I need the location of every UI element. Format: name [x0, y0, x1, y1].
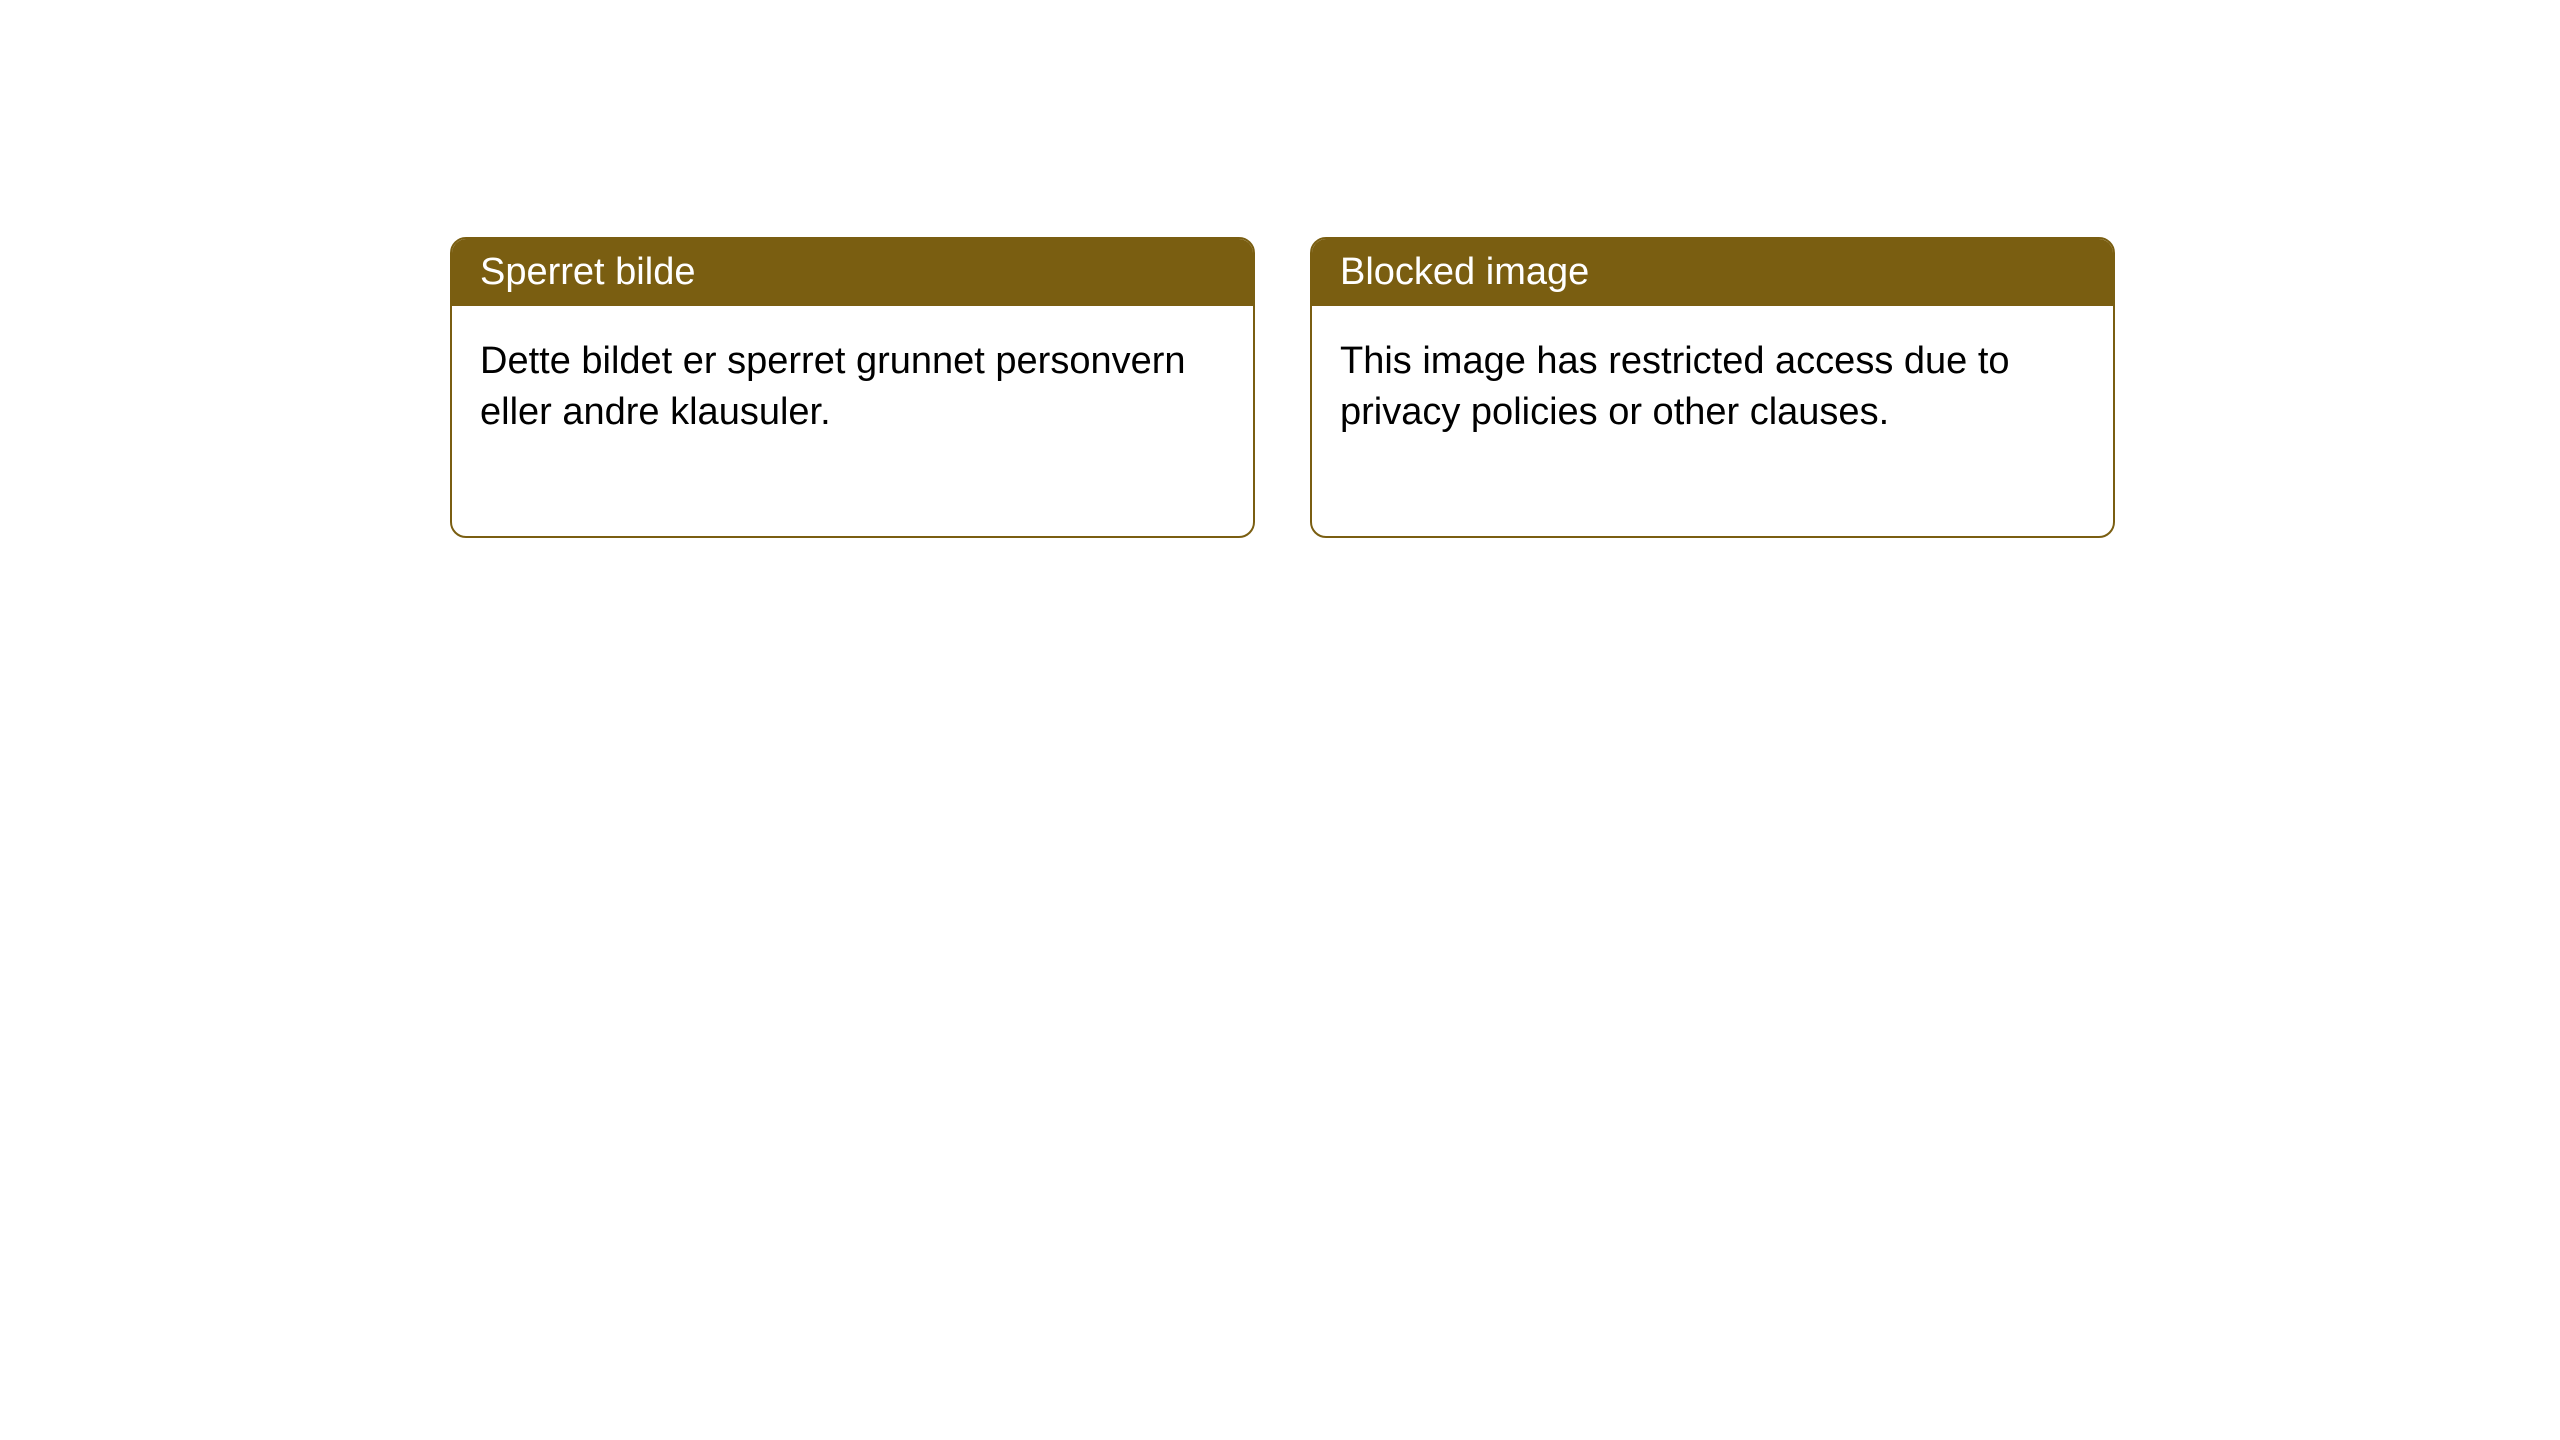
notice-card-english: Blocked image This image has restricted … — [1310, 237, 2115, 538]
notice-card-title: Sperret bilde — [452, 239, 1253, 306]
notice-card-norwegian: Sperret bilde Dette bildet er sperret gr… — [450, 237, 1255, 538]
notice-title-text: Blocked image — [1340, 251, 1589, 293]
notice-cards-container: Sperret bilde Dette bildet er sperret gr… — [450, 237, 2115, 538]
notice-body-text: Dette bildet er sperret grunnet personve… — [480, 340, 1186, 433]
notice-body-text: This image has restricted access due to … — [1340, 340, 2010, 433]
notice-card-title: Blocked image — [1312, 239, 2113, 306]
notice-title-text: Sperret bilde — [480, 251, 695, 293]
notice-card-body: This image has restricted access due to … — [1312, 306, 2113, 536]
notice-card-body: Dette bildet er sperret grunnet personve… — [452, 306, 1253, 536]
